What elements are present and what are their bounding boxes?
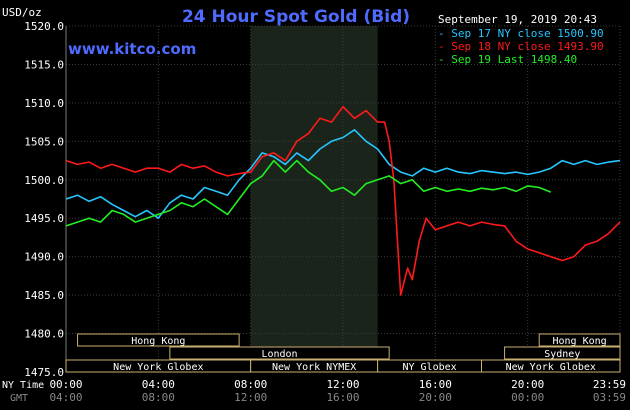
market-sessions: Hong Kong London New York Globex New York N… xyxy=(65,333,621,373)
session-label-2: New York Globex xyxy=(113,362,203,373)
legend: - Sep 17 NY close 1500.90- Sep 18 NY clo… xyxy=(438,27,604,66)
y-tick-label-6: 1505.0 xyxy=(24,135,64,148)
y-tick-label-5: 1500.0 xyxy=(24,174,64,187)
site-link[interactable]: www.kitco.com xyxy=(68,40,196,58)
nymex-session-shade xyxy=(250,26,378,372)
session-label-0: Hong Kong xyxy=(131,336,185,347)
chart-title: 24 Hour Spot Gold (Bid) xyxy=(182,7,410,27)
x-tick-gmt-6: 03:59 xyxy=(593,391,626,404)
x-tick-labels: 00:0004:0004:0008:0008:0012:0012:0016:00… xyxy=(49,378,626,404)
x-tick-ny-1: 04:00 xyxy=(142,378,175,391)
session-box-6 xyxy=(504,346,621,360)
shaded-region xyxy=(250,26,378,372)
y-tick-label-0: 1475.0 xyxy=(24,366,64,379)
x-tick-gmt-1: 08:00 xyxy=(142,391,175,404)
session-label-4: NY Globex xyxy=(402,362,456,373)
session-label-3: New York NYMEX xyxy=(272,362,356,373)
y-tick-label-2: 1485.0 xyxy=(24,289,64,302)
timestamp: September 19, 2019 20:43 xyxy=(438,13,597,26)
session-label-1: London xyxy=(261,349,297,360)
y-tick-label-1: 1480.0 xyxy=(24,328,64,341)
x-tick-ny-4: 16:00 xyxy=(419,378,452,391)
x-tick-gmt-2: 12:00 xyxy=(234,391,267,404)
y-unit-label: USD/oz xyxy=(2,6,42,19)
session-box-7 xyxy=(481,359,621,373)
x-tick-gmt-0: 04:00 xyxy=(49,391,82,404)
ny-time-label: NY Time xyxy=(2,380,44,391)
x-tick-ny-2: 08:00 xyxy=(234,378,267,391)
y-tick-label-7: 1510.0 xyxy=(24,97,64,110)
y-tick-label-4: 1495.0 xyxy=(24,212,64,225)
gmt-label: GMT xyxy=(10,393,28,404)
series-lines xyxy=(65,105,621,296)
legend-entry-1: - Sep 18 NY close 1493.90 xyxy=(438,40,604,53)
session-box-1 xyxy=(169,346,390,360)
session-box-0 xyxy=(77,333,240,347)
y-tick-label-9: 1520.0 xyxy=(24,20,64,33)
series-line-0 xyxy=(65,129,621,219)
x-tick-ny-0: 00:00 xyxy=(49,378,82,391)
legend-entry-2: - Sep 19 Last 1498.40 xyxy=(438,53,577,66)
legend-entry-0: - Sep 17 NY close 1500.90 xyxy=(438,27,604,40)
session-box-5 xyxy=(538,333,621,347)
series-line-2 xyxy=(65,159,552,227)
session-label-6: Sydney xyxy=(544,349,580,360)
x-tick-ny-3: 12:00 xyxy=(326,378,359,391)
session-label-5: Hong Kong xyxy=(553,336,607,347)
x-tick-ny-6: 23:59 xyxy=(593,378,626,391)
y-tick-labels: 1475.0 1480.0 1485.0 1490.0 1495.0 1500.0 1505… xyxy=(24,20,64,379)
x-tick-gmt-4: 20:00 xyxy=(419,391,452,404)
y-tick-label-3: 1490.0 xyxy=(24,251,64,264)
x-tick-gmt-3: 16:00 xyxy=(326,391,359,404)
y-tick-label-8: 1515.0 xyxy=(24,58,64,71)
series-line-1 xyxy=(65,105,621,296)
x-tick-ny-5: 20:00 xyxy=(511,378,544,391)
x-tick-gmt-5: 00:00 xyxy=(511,391,544,404)
session-label-7: New York Globex xyxy=(506,362,596,373)
